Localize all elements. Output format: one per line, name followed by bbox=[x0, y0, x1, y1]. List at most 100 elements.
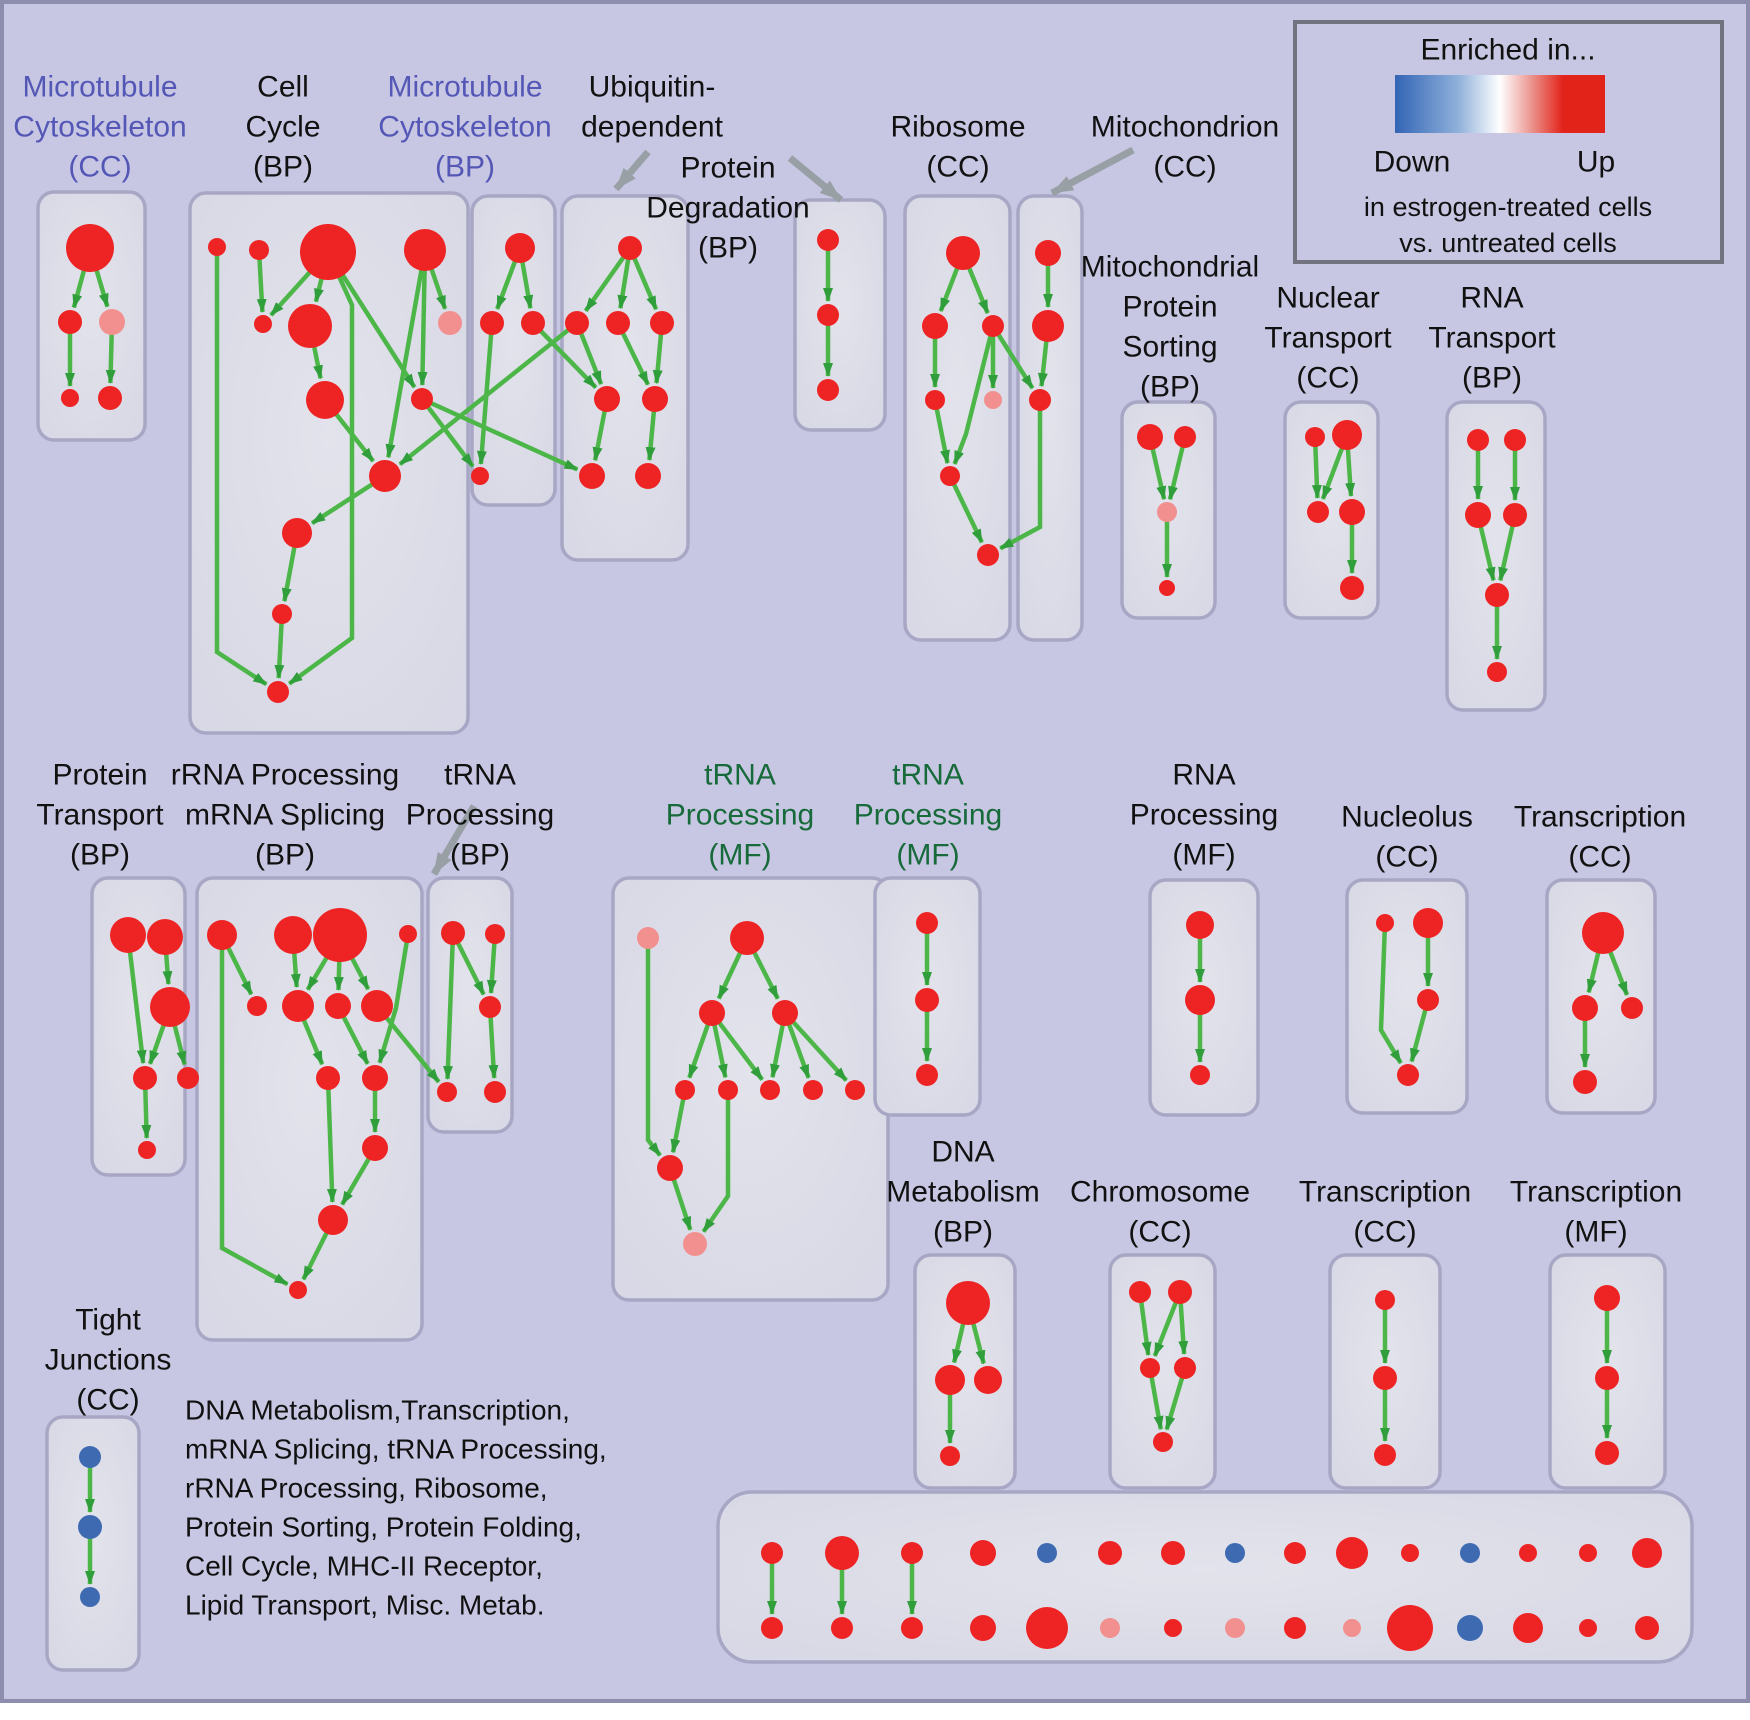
legend: Enriched in... Down Up in estrogen-treated … bbox=[1293, 20, 1724, 264]
go-term-node bbox=[1168, 1280, 1192, 1304]
cluster-label-line: (CC) bbox=[1375, 841, 1438, 874]
go-term-node bbox=[1174, 426, 1196, 448]
go-term-node bbox=[404, 229, 446, 271]
go-term-node bbox=[254, 315, 272, 333]
legend-down-label: Down bbox=[1374, 146, 1451, 179]
go-term-node bbox=[362, 1065, 388, 1091]
go-term-node bbox=[1032, 310, 1064, 342]
go-term-node bbox=[78, 1515, 102, 1539]
cluster-label-line: Cycle bbox=[245, 111, 320, 144]
cluster-box-transcription-cc-1 bbox=[1545, 878, 1657, 1115]
go-term-node bbox=[147, 919, 183, 955]
go-term-node bbox=[1467, 429, 1489, 451]
legend-gradient-bar bbox=[1395, 75, 1605, 133]
edge-arrow bbox=[952, 325, 996, 465]
cross-cluster-edge-arrow bbox=[531, 321, 598, 390]
go-term-node bbox=[946, 236, 980, 270]
go-term-node bbox=[699, 1000, 725, 1026]
go-term-node bbox=[925, 390, 945, 410]
cluster-rrna-processing-mrna-splicing-bp bbox=[195, 876, 424, 1342]
go-term-node bbox=[300, 224, 356, 280]
go-term-node bbox=[1225, 1543, 1245, 1563]
cluster-label-line: Chromosome bbox=[1070, 1176, 1250, 1209]
cluster-ubiquitin-protein-degradation-bp-2 bbox=[793, 198, 887, 432]
go-term-node bbox=[150, 987, 190, 1027]
legend-title: Enriched in... bbox=[1420, 34, 1595, 67]
cluster-label-line: Transcription bbox=[1514, 801, 1686, 834]
annotation-arrow bbox=[1050, 146, 1135, 197]
go-term-node bbox=[1519, 1544, 1537, 1562]
cluster-label-line: (CC) bbox=[1153, 151, 1216, 184]
cluster-label-line: Transcription bbox=[1510, 1176, 1682, 1209]
go-term-node bbox=[970, 1540, 996, 1566]
cluster-label-line: (MF) bbox=[1564, 1216, 1627, 1249]
go-term-node bbox=[318, 1205, 348, 1235]
go-term-node bbox=[845, 1080, 865, 1100]
go-term-node bbox=[1100, 1618, 1120, 1638]
go-term-node bbox=[1340, 576, 1364, 600]
go-term-node bbox=[1140, 1358, 1160, 1378]
go-term-node bbox=[1029, 389, 1051, 411]
cross-cluster-edge-arrow bbox=[999, 400, 1043, 551]
go-term-node bbox=[650, 311, 674, 335]
cluster-label-line: Processing bbox=[406, 799, 554, 832]
go-term-node bbox=[79, 1446, 101, 1468]
go-term-node bbox=[901, 1542, 923, 1564]
go-term-node bbox=[1513, 1613, 1543, 1643]
go-term-node bbox=[1397, 1064, 1419, 1086]
go-term-node bbox=[1632, 1538, 1662, 1568]
go-term-node bbox=[110, 917, 146, 953]
cluster-label-line: Nuclear bbox=[1276, 282, 1379, 315]
go-term-node bbox=[207, 920, 237, 950]
go-term-node bbox=[1137, 424, 1163, 450]
cluster-label-line: Ribosome bbox=[890, 111, 1025, 144]
go-term-node bbox=[1174, 1357, 1196, 1379]
cluster-label-line: (BP) bbox=[1462, 362, 1522, 395]
edge-arrow bbox=[932, 399, 950, 465]
go-term-node bbox=[1190, 1065, 1210, 1085]
edge-arrow bbox=[1147, 1367, 1164, 1431]
go-term-node bbox=[1375, 1290, 1395, 1310]
cluster-rna-transport-bp bbox=[1445, 400, 1547, 712]
edge-arrow bbox=[385, 249, 428, 459]
go-term-node bbox=[485, 924, 505, 944]
cluster-label-line: Transcription bbox=[1299, 1176, 1471, 1209]
cluster-label-line: mRNA Splicing bbox=[185, 799, 385, 832]
cluster-microtubule-cytoskeleton-cc bbox=[36, 190, 147, 442]
layer-nodes bbox=[58, 224, 1662, 1651]
go-term-node bbox=[915, 988, 939, 1012]
edge-arrow bbox=[701, 1090, 731, 1233]
go-term-node bbox=[1284, 1617, 1306, 1639]
go-term-node bbox=[98, 386, 122, 410]
cluster-label-line: Cytoskeleton bbox=[13, 111, 186, 144]
cluster-label-line: (CC) bbox=[1128, 1216, 1191, 1249]
cross-cluster-edge-arrow bbox=[420, 397, 475, 468]
cluster-label-line: Protein bbox=[1122, 291, 1217, 324]
cluster-tight-junctions-cc bbox=[45, 1415, 141, 1672]
cluster-label-line: Ubiquitin- bbox=[589, 71, 716, 104]
go-term-node bbox=[1595, 1366, 1619, 1390]
edge-arrow bbox=[417, 249, 428, 386]
cluster-label-line: Cytoskeleton bbox=[378, 111, 551, 144]
go-term-node bbox=[635, 463, 661, 489]
go-term-node bbox=[1594, 1285, 1620, 1311]
edge-arrow bbox=[783, 1011, 848, 1082]
cluster-label-line: (CC) bbox=[68, 151, 131, 184]
cluster-label-line: (MF) bbox=[896, 839, 959, 872]
go-term-node bbox=[817, 379, 839, 401]
layer-text: Microtubule Cytoskeleton (CC) Cell Cycle (BP)… bbox=[13, 20, 1724, 1621]
go-term-node bbox=[325, 993, 351, 1019]
note-line: DNA Metabolism,Transcription, bbox=[185, 1395, 570, 1426]
cluster-box-rna-transport-bp bbox=[1445, 400, 1547, 712]
go-term-node bbox=[99, 309, 125, 335]
go-term-node bbox=[272, 604, 292, 624]
go-term-node bbox=[1339, 499, 1365, 525]
go-term-node bbox=[1374, 1444, 1396, 1466]
cross-cluster-edge-arrow bbox=[991, 324, 1035, 390]
cluster-box-ubiquitin-protein-degradation-bp-2 bbox=[793, 198, 887, 432]
go-term-node bbox=[1336, 1537, 1368, 1569]
go-term-node bbox=[1153, 1432, 1173, 1452]
edge-arrow bbox=[214, 247, 268, 687]
go-term-node bbox=[471, 467, 489, 485]
